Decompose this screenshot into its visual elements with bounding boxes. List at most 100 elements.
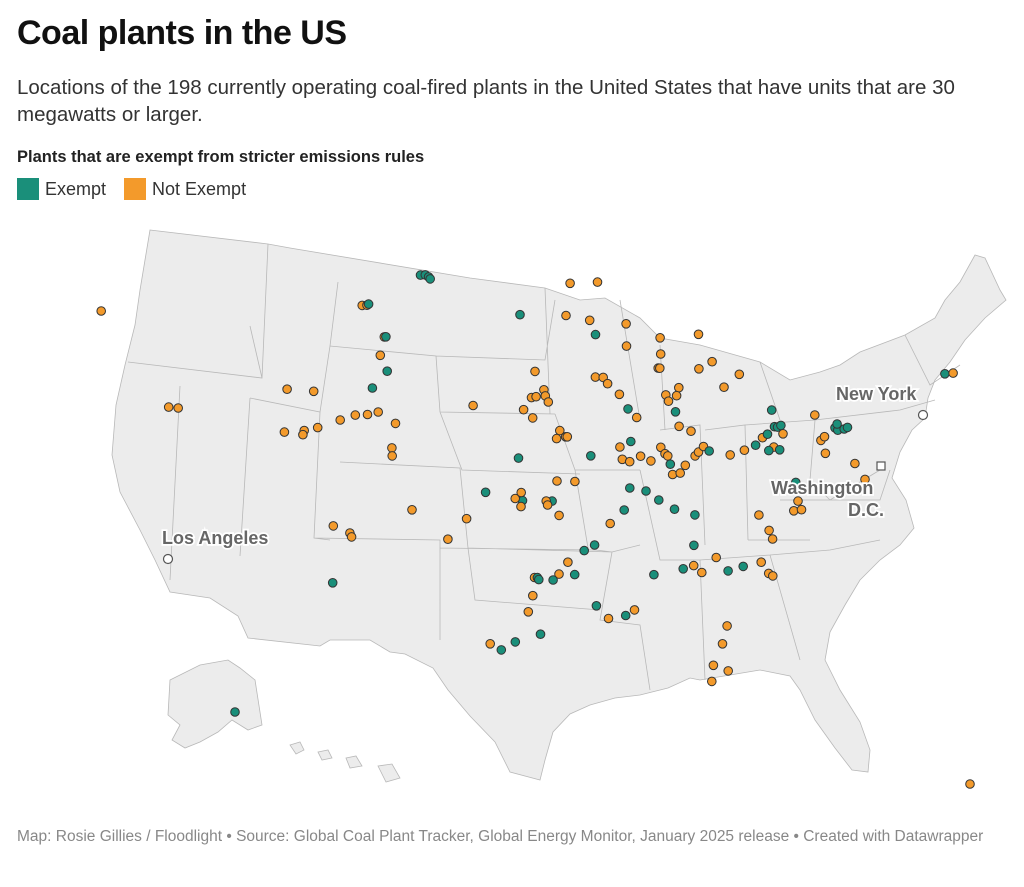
plant-marker-exempt[interactable] xyxy=(623,404,633,414)
plant-marker-exempt[interactable] xyxy=(586,451,596,461)
plant-marker-not-exempt[interactable] xyxy=(621,341,632,351)
plant-marker-not-exempt[interactable] xyxy=(552,476,562,486)
plant-marker-exempt[interactable] xyxy=(230,707,240,717)
plant-marker-exempt[interactable] xyxy=(579,545,590,556)
plant-marker-not-exempt[interactable] xyxy=(655,349,666,359)
plant-marker-not-exempt[interactable] xyxy=(739,445,750,456)
plant-marker-exempt[interactable] xyxy=(690,510,700,520)
plant-marker-not-exempt[interactable] xyxy=(542,500,553,510)
plant-marker-exempt[interactable] xyxy=(569,569,580,580)
plant-marker-not-exempt[interactable] xyxy=(764,525,774,536)
plant-marker-not-exempt[interactable] xyxy=(279,427,290,437)
plant-marker-not-exempt[interactable] xyxy=(562,432,573,442)
plant-marker-exempt[interactable] xyxy=(515,309,525,320)
plant-marker-not-exempt[interactable] xyxy=(510,493,521,504)
plant-marker-not-exempt[interactable] xyxy=(350,410,361,420)
plant-marker-not-exempt[interactable] xyxy=(563,557,573,568)
plant-marker-not-exempt[interactable] xyxy=(96,306,106,316)
plant-marker-exempt[interactable] xyxy=(940,369,950,379)
plant-marker-not-exempt[interactable] xyxy=(754,510,764,520)
plant-marker-not-exempt[interactable] xyxy=(723,666,734,676)
plant-marker-exempt[interactable] xyxy=(480,487,491,498)
plant-marker-exempt[interactable] xyxy=(776,420,786,431)
plant-marker-not-exempt[interactable] xyxy=(530,366,540,377)
plant-marker-exempt[interactable] xyxy=(766,405,777,415)
plant-marker-exempt[interactable] xyxy=(381,332,391,342)
plant-marker-not-exempt[interactable] xyxy=(375,350,386,361)
plant-marker-not-exempt[interactable] xyxy=(697,567,707,578)
plant-marker-exempt[interactable] xyxy=(832,419,842,429)
plant-marker-not-exempt[interactable] xyxy=(635,451,646,462)
plant-marker-not-exempt[interactable] xyxy=(298,429,308,440)
plant-marker-not-exempt[interactable] xyxy=(592,277,603,287)
plant-marker-not-exempt[interactable] xyxy=(603,613,614,624)
plant-marker-not-exempt[interactable] xyxy=(675,468,686,478)
plant-marker-not-exempt[interactable] xyxy=(308,386,319,397)
plant-marker-not-exempt[interactable] xyxy=(850,458,860,469)
plant-marker-not-exempt[interactable] xyxy=(570,476,580,487)
plant-marker-not-exempt[interactable] xyxy=(362,409,373,420)
plant-marker-not-exempt[interactable] xyxy=(485,639,496,649)
plant-marker-not-exempt[interactable] xyxy=(335,415,346,425)
plant-marker-exempt[interactable] xyxy=(678,564,689,574)
plant-marker-not-exempt[interactable] xyxy=(707,356,717,367)
plant-marker-not-exempt[interactable] xyxy=(693,329,704,340)
plant-marker-exempt[interactable] xyxy=(774,445,785,455)
plant-marker-not-exempt[interactable] xyxy=(734,369,745,380)
plant-marker-not-exempt[interactable] xyxy=(629,605,640,615)
plant-marker-not-exempt[interactable] xyxy=(555,425,565,436)
plant-marker-exempt[interactable] xyxy=(535,629,546,640)
plant-marker-exempt[interactable] xyxy=(641,486,651,496)
plant-marker-not-exempt[interactable] xyxy=(722,621,732,631)
plant-marker-not-exempt[interactable] xyxy=(948,368,958,378)
plant-marker-not-exempt[interactable] xyxy=(614,389,625,400)
plant-marker-exempt[interactable] xyxy=(842,422,853,433)
plant-marker-not-exempt[interactable] xyxy=(810,410,820,420)
plant-marker-not-exempt[interactable] xyxy=(584,315,595,326)
plant-marker-not-exempt[interactable] xyxy=(554,510,564,521)
plant-marker-exempt[interactable] xyxy=(670,407,681,417)
plant-marker-not-exempt[interactable] xyxy=(387,443,397,453)
plant-marker-not-exempt[interactable] xyxy=(551,433,562,444)
plant-marker-not-exempt[interactable] xyxy=(518,404,529,415)
plant-marker-not-exempt[interactable] xyxy=(373,407,384,417)
plant-marker-exempt[interactable] xyxy=(382,366,393,377)
plant-marker-exempt[interactable] xyxy=(590,329,601,340)
plant-marker-not-exempt[interactable] xyxy=(663,451,673,461)
plant-marker-not-exempt[interactable] xyxy=(778,429,788,439)
plant-marker-exempt[interactable] xyxy=(620,610,631,621)
plant-marker-not-exempt[interactable] xyxy=(686,426,696,437)
plant-marker-not-exempt[interactable] xyxy=(674,421,684,432)
plant-marker-exempt[interactable] xyxy=(791,477,801,488)
plant-marker-exempt[interactable] xyxy=(649,569,659,580)
plant-marker-exempt[interactable] xyxy=(750,440,761,451)
plant-marker-exempt[interactable] xyxy=(327,578,338,588)
plant-marker-not-exempt[interactable] xyxy=(756,557,767,568)
plant-marker-not-exempt[interactable] xyxy=(605,518,616,529)
plant-marker-exempt[interactable] xyxy=(654,495,664,505)
plant-marker-not-exempt[interactable] xyxy=(725,450,736,460)
plant-marker-not-exempt[interactable] xyxy=(819,431,830,442)
plant-marker-not-exempt[interactable] xyxy=(468,400,478,411)
plant-marker-not-exempt[interactable] xyxy=(820,448,831,459)
plant-marker-exempt[interactable] xyxy=(665,459,676,470)
plant-marker-not-exempt[interactable] xyxy=(387,451,398,461)
plant-marker-exempt[interactable] xyxy=(764,445,774,456)
plant-marker-exempt[interactable] xyxy=(626,436,636,447)
plant-marker-exempt[interactable] xyxy=(591,601,602,611)
plant-marker-exempt[interactable] xyxy=(704,446,715,456)
plant-marker-exempt[interactable] xyxy=(534,574,544,585)
plant-marker-exempt[interactable] xyxy=(513,453,524,463)
plant-marker-not-exempt[interactable] xyxy=(346,532,357,542)
plant-marker-not-exempt[interactable] xyxy=(602,378,613,389)
plant-marker-not-exempt[interactable] xyxy=(531,391,541,402)
plant-marker-not-exempt[interactable] xyxy=(328,521,339,531)
plant-marker-not-exempt[interactable] xyxy=(793,496,803,506)
plant-marker-not-exempt[interactable] xyxy=(965,779,975,789)
plant-marker-not-exempt[interactable] xyxy=(655,333,665,343)
plant-marker-not-exempt[interactable] xyxy=(527,413,538,423)
plant-marker-not-exempt[interactable] xyxy=(615,442,625,452)
plant-marker-exempt[interactable] xyxy=(689,540,699,551)
plant-marker-not-exempt[interactable] xyxy=(717,639,728,649)
plant-marker-not-exempt[interactable] xyxy=(163,402,174,412)
